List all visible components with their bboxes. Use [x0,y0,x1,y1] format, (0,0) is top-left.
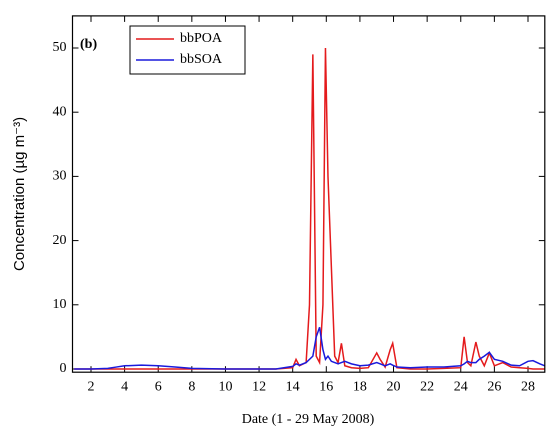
y-tick-label: 0 [60,361,67,376]
x-tick-label: 26 [487,379,501,394]
x-tick-label: 12 [252,379,266,394]
x-tick-label: 2 [87,379,94,394]
y-tick-label: 30 [53,169,67,184]
panel-label: (b) [80,37,97,52]
y-tick-label: 50 [53,40,67,55]
y-tick-label: 40 [53,104,67,119]
data-line [74,327,546,370]
plot-frame [71,15,546,373]
x-axis-label: Date (1 - 29 May 2008) [242,412,375,427]
y-tick-label: 20 [53,233,67,248]
x-tick-label: 10 [218,379,232,394]
x-tick-label: 6 [155,379,162,394]
x-tick-label: 14 [286,379,300,394]
x-tick-label: 24 [454,379,468,394]
legend-label: bbPOA [180,31,223,46]
x-tick-label: 8 [188,379,195,394]
legend-label: bbSOA [180,52,223,67]
x-tick-label: 4 [121,379,128,394]
y-axis-label: Concentration (µg m⁻³) [11,117,28,271]
data-line [74,47,545,370]
x-tick-label: 16 [319,379,333,394]
x-tick-label: 28 [521,379,535,394]
x-tick-label: 18 [353,379,367,394]
y-tick-label: 10 [53,297,67,312]
legend-box [129,25,246,75]
x-tick-label: 20 [387,379,401,394]
x-tick-label: 22 [420,379,434,394]
